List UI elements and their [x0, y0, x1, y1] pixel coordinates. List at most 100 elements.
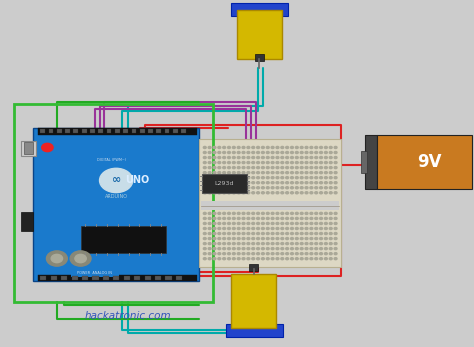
Text: L293d: L293d: [215, 180, 234, 186]
Circle shape: [228, 146, 230, 149]
Circle shape: [208, 167, 211, 169]
Circle shape: [252, 167, 255, 169]
Circle shape: [329, 248, 332, 250]
Circle shape: [291, 156, 293, 159]
Circle shape: [266, 212, 269, 214]
Circle shape: [319, 228, 322, 230]
Circle shape: [247, 192, 250, 194]
Circle shape: [305, 253, 308, 255]
Circle shape: [223, 187, 226, 189]
Circle shape: [329, 182, 332, 184]
Circle shape: [237, 172, 240, 174]
Circle shape: [252, 172, 255, 174]
Circle shape: [291, 182, 293, 184]
Circle shape: [262, 222, 264, 225]
Bar: [165, 129, 170, 133]
Circle shape: [228, 243, 230, 245]
Circle shape: [329, 212, 332, 214]
Circle shape: [266, 162, 269, 164]
Circle shape: [247, 167, 250, 169]
Circle shape: [295, 146, 298, 149]
Circle shape: [281, 152, 284, 154]
Circle shape: [334, 248, 337, 250]
Circle shape: [218, 253, 221, 255]
Circle shape: [208, 258, 211, 260]
Circle shape: [305, 152, 308, 154]
Circle shape: [228, 248, 230, 250]
Circle shape: [218, 212, 221, 214]
Bar: [182, 129, 186, 133]
Circle shape: [319, 248, 322, 250]
Circle shape: [310, 152, 313, 154]
Circle shape: [218, 232, 221, 235]
Circle shape: [228, 228, 230, 230]
Circle shape: [247, 187, 250, 189]
Circle shape: [237, 187, 240, 189]
Circle shape: [334, 258, 337, 260]
Circle shape: [242, 172, 245, 174]
Circle shape: [286, 187, 289, 189]
Circle shape: [325, 228, 328, 230]
Circle shape: [262, 187, 264, 189]
Circle shape: [286, 182, 289, 184]
Circle shape: [300, 258, 303, 260]
Circle shape: [232, 152, 235, 154]
Circle shape: [237, 228, 240, 230]
Circle shape: [281, 238, 284, 239]
Circle shape: [319, 232, 322, 235]
Circle shape: [266, 187, 269, 189]
Circle shape: [291, 212, 293, 214]
Circle shape: [271, 243, 274, 245]
Circle shape: [329, 222, 332, 225]
Circle shape: [208, 152, 211, 154]
Circle shape: [247, 162, 250, 164]
Circle shape: [203, 187, 206, 189]
Circle shape: [271, 177, 274, 179]
Circle shape: [319, 258, 322, 260]
Circle shape: [262, 156, 264, 159]
Circle shape: [213, 192, 216, 194]
Circle shape: [228, 217, 230, 220]
Circle shape: [262, 152, 264, 154]
Circle shape: [334, 217, 337, 220]
Circle shape: [223, 248, 226, 250]
Circle shape: [286, 172, 289, 174]
Circle shape: [281, 232, 284, 235]
Text: ARDUINO: ARDUINO: [105, 194, 128, 198]
Circle shape: [329, 162, 332, 164]
Circle shape: [218, 192, 221, 194]
Circle shape: [266, 222, 269, 225]
Bar: [90, 129, 95, 133]
Circle shape: [213, 162, 216, 164]
Circle shape: [315, 248, 318, 250]
Circle shape: [325, 238, 328, 239]
Bar: [148, 129, 153, 133]
Circle shape: [256, 238, 259, 239]
Circle shape: [262, 232, 264, 235]
Circle shape: [295, 243, 298, 245]
Circle shape: [256, 248, 259, 250]
Circle shape: [291, 162, 293, 164]
Circle shape: [291, 253, 293, 255]
Bar: [361, 151, 367, 173]
Circle shape: [305, 248, 308, 250]
Circle shape: [315, 152, 318, 154]
Circle shape: [276, 238, 279, 239]
Circle shape: [281, 253, 284, 255]
Circle shape: [329, 177, 332, 179]
Circle shape: [228, 182, 230, 184]
Circle shape: [256, 258, 259, 260]
Circle shape: [305, 162, 308, 164]
Circle shape: [256, 182, 259, 184]
Circle shape: [223, 192, 226, 194]
Bar: [249, 264, 258, 271]
Circle shape: [300, 212, 303, 214]
Circle shape: [242, 222, 245, 225]
Circle shape: [271, 232, 274, 235]
Circle shape: [295, 152, 298, 154]
Circle shape: [334, 243, 337, 245]
Circle shape: [315, 192, 318, 194]
Circle shape: [315, 162, 318, 164]
Circle shape: [262, 228, 264, 230]
Circle shape: [262, 248, 264, 250]
